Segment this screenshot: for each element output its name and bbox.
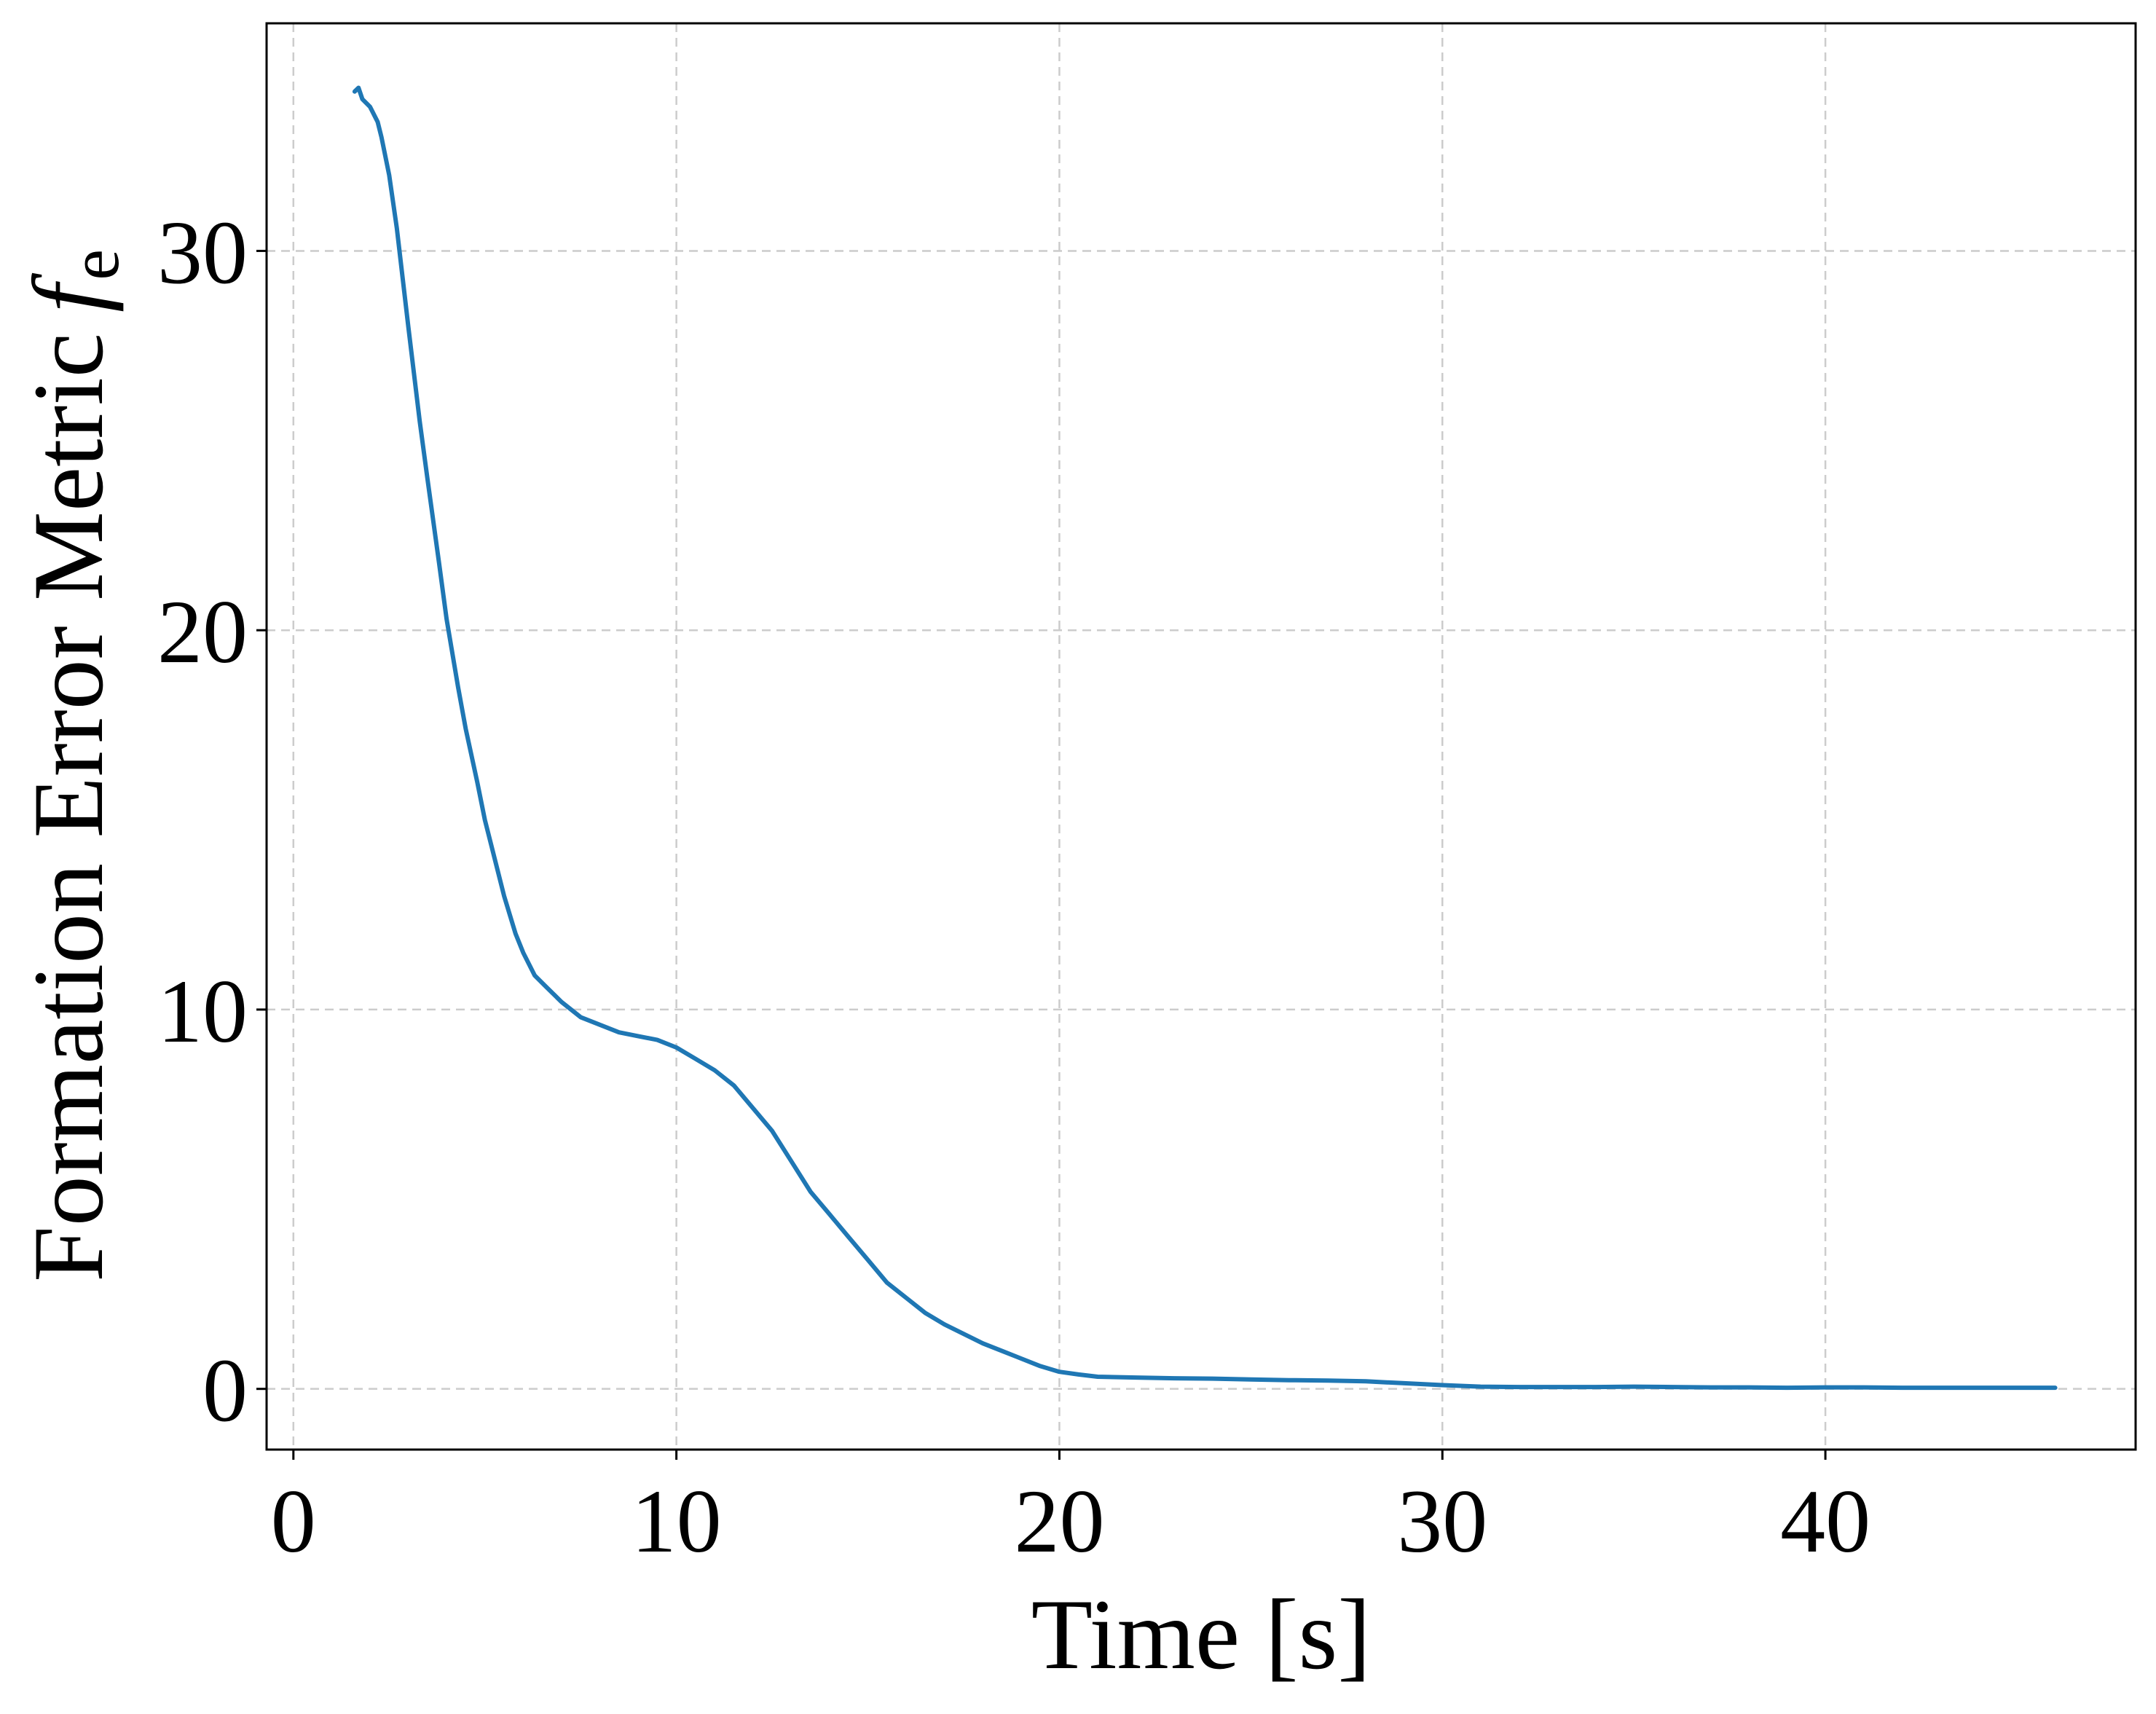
- y-axis-label-subscript: e: [55, 249, 133, 280]
- series-line: [352, 85, 2058, 1391]
- y-axis-label-text: Formation Error Metric: [12, 333, 124, 1282]
- y-tick-label: 10: [157, 962, 248, 1061]
- y-tick-label: 30: [157, 203, 248, 302]
- series-layer: [352, 85, 2058, 1391]
- grid: [267, 23, 2136, 1450]
- plot-frame: [265, 22, 2137, 1451]
- x-tick-label: 30: [1397, 1471, 1487, 1571]
- x-tick-label: 40: [1780, 1471, 1870, 1571]
- x-tick-label: 10: [632, 1471, 722, 1571]
- x-axis-label: Time [s]: [1031, 1579, 1372, 1690]
- y-tick-label: 20: [157, 582, 248, 682]
- x-tick-label: 20: [1014, 1471, 1104, 1571]
- y-axis-label: Formation Error Metricfe: [12, 249, 133, 1282]
- x-tick-label: 0: [271, 1471, 316, 1571]
- y-tick-label: 0: [202, 1341, 248, 1441]
- axis-ticks: 0 10 20 30 40 0 10 20 30: [157, 203, 1870, 1571]
